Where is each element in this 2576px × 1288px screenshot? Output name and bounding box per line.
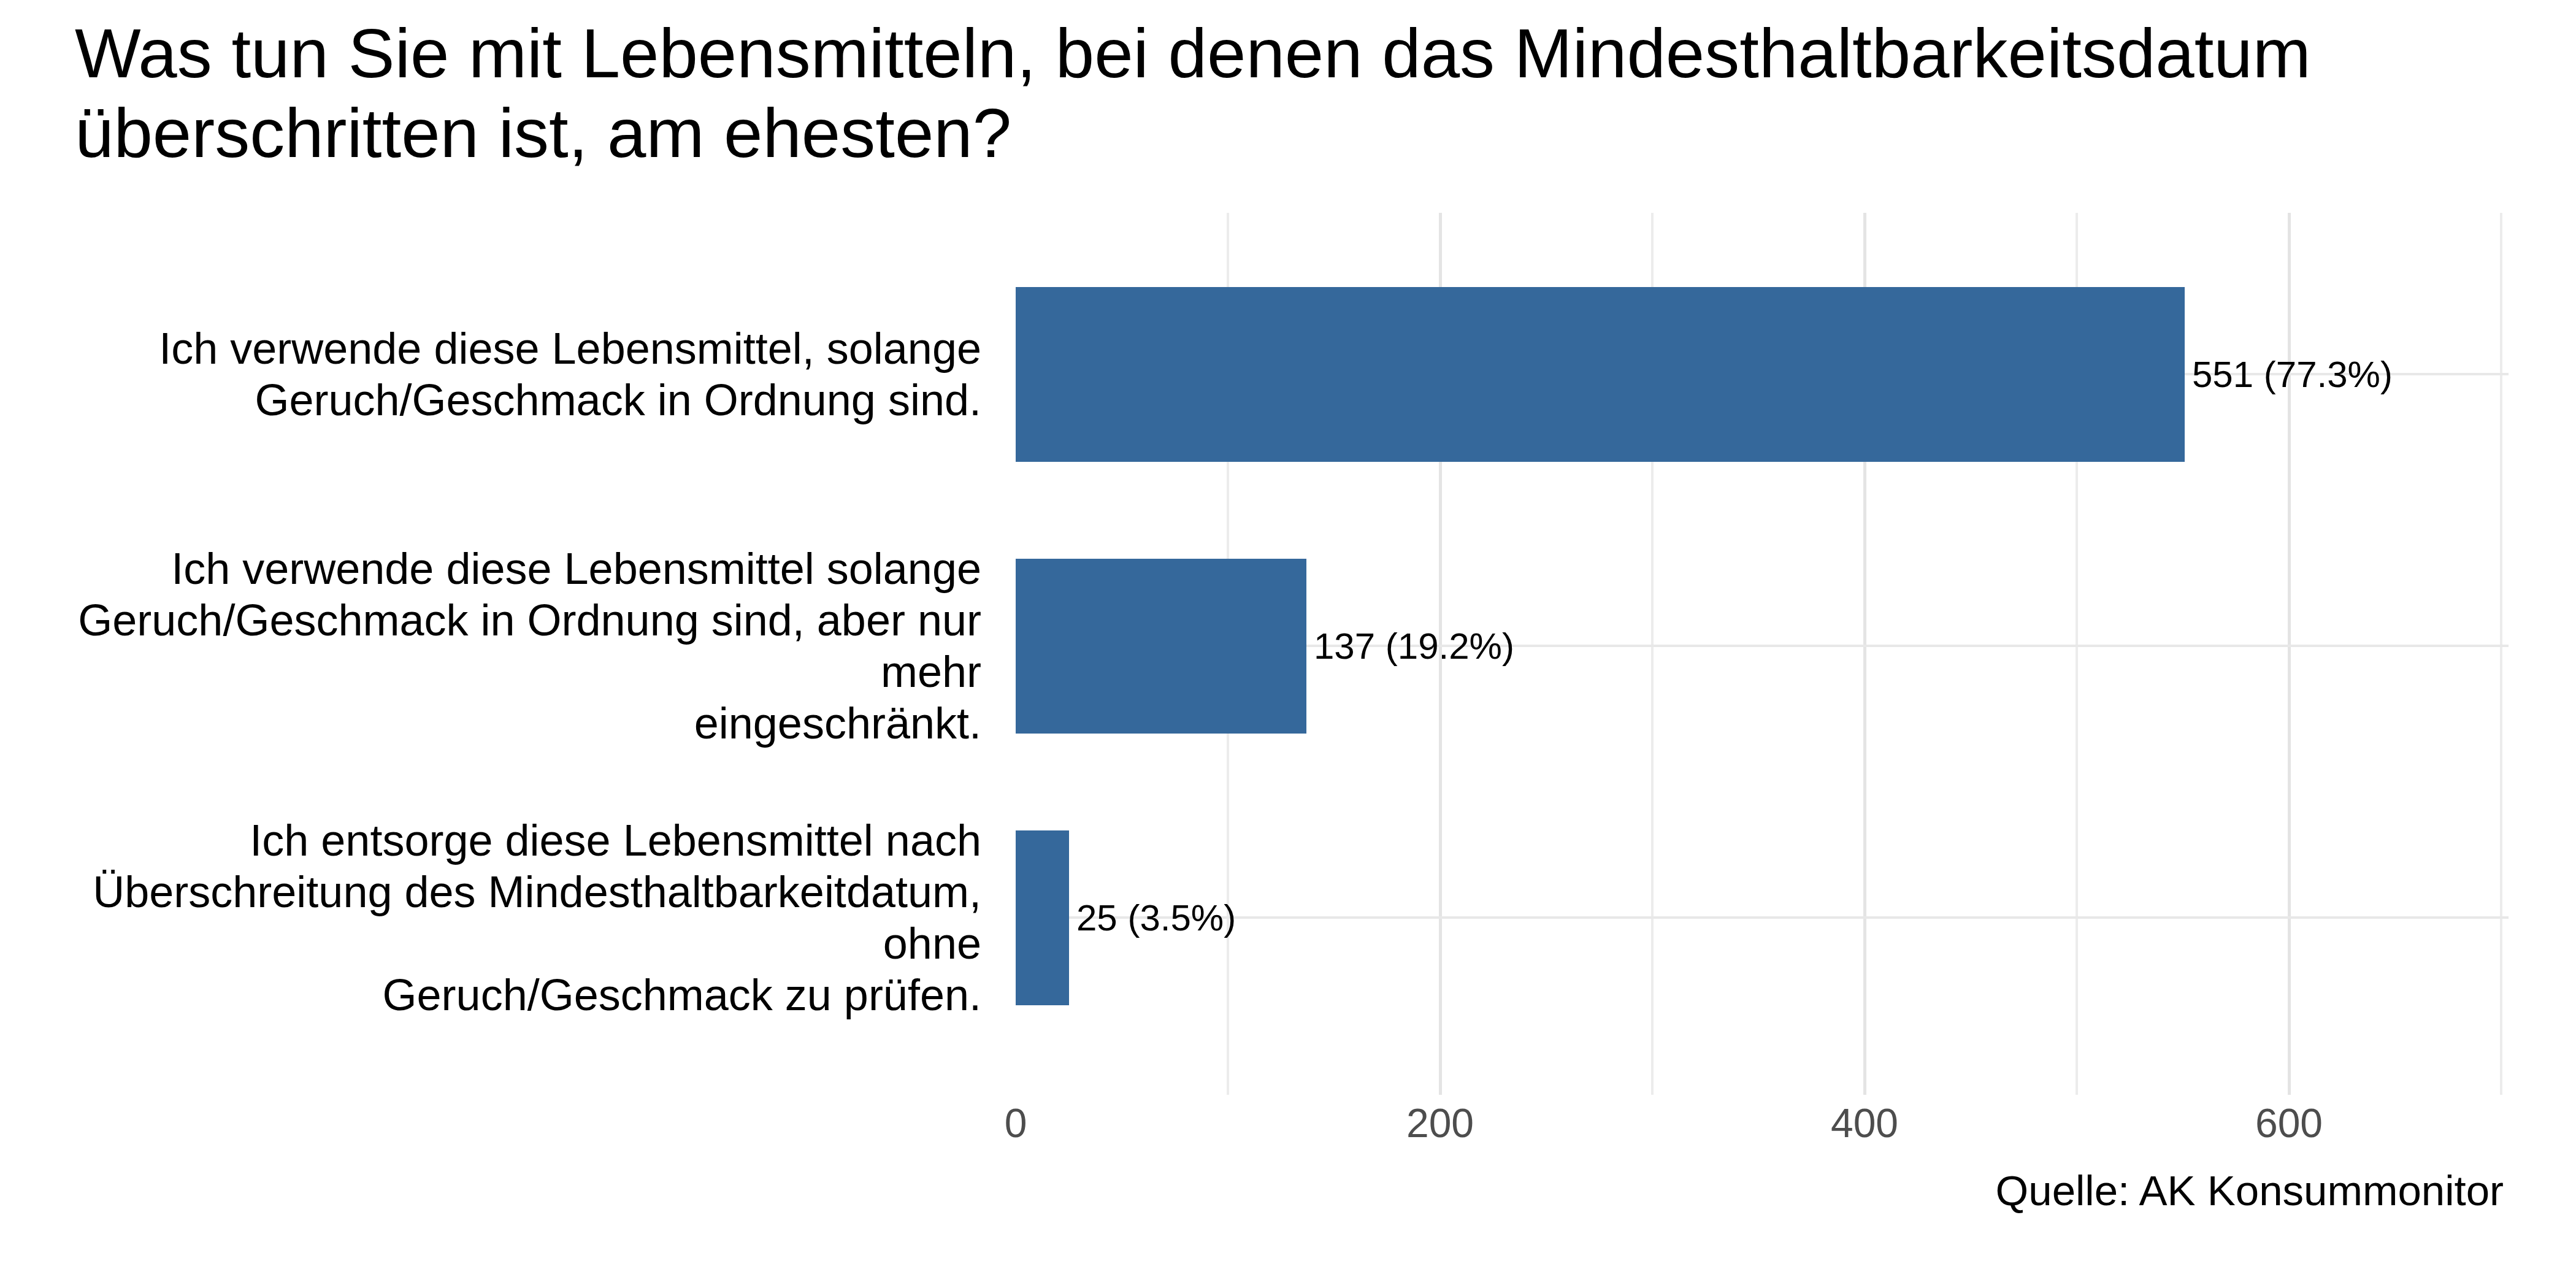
category-label: Ich verwende diese Lebensmittel solange … <box>58 543 981 749</box>
source-caption: Quelle: AK Konsummonitor <box>1996 1167 2504 1215</box>
x-tick-label: 200 <box>1406 1100 1474 1146</box>
bar <box>1016 287 2185 462</box>
x-tick-label: 0 <box>1005 1100 1027 1146</box>
row-gridline <box>1016 916 2509 919</box>
x-tick-label: 600 <box>2255 1100 2323 1146</box>
value-label: 551 (77.3%) <box>2192 353 2393 396</box>
bar <box>1016 830 1069 1005</box>
category-label: Ich verwende diese Lebensmittel, solange… <box>58 323 981 426</box>
chart: Was tun Sie mit Lebensmitteln, bei denen… <box>0 0 2576 1288</box>
minor-gridline <box>2500 213 2502 1095</box>
category-label: Ich entsorge diese Lebensmittel nach Übe… <box>58 815 981 1021</box>
x-tick-label: 400 <box>1831 1100 1898 1146</box>
bar <box>1016 559 1306 734</box>
chart-title: Was tun Sie mit Lebensmitteln, bei denen… <box>75 13 2381 173</box>
value-label: 25 (3.5%) <box>1076 897 1236 939</box>
major-gridline <box>2288 213 2291 1095</box>
value-label: 137 (19.2%) <box>1314 625 1514 667</box>
